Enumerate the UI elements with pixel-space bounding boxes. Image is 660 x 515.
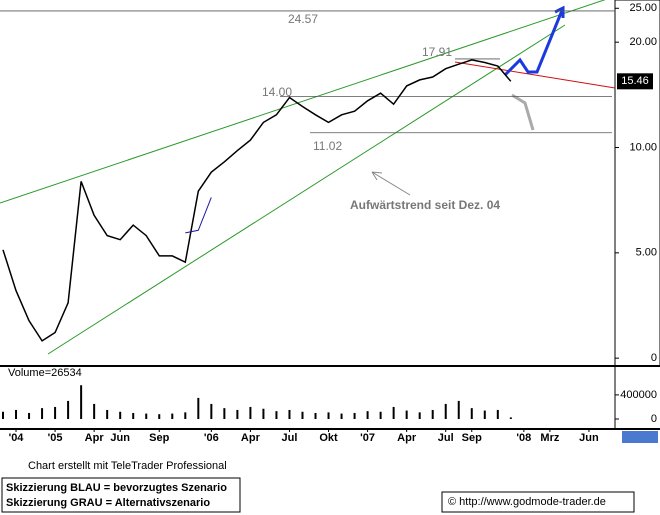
volume-bar bbox=[418, 412, 421, 419]
x-tick-label: '08 bbox=[516, 432, 531, 444]
volume-bar bbox=[457, 400, 460, 419]
volume-bar bbox=[301, 411, 304, 419]
volume-bar bbox=[249, 406, 252, 419]
volume-bar bbox=[353, 412, 356, 419]
volume-bar bbox=[119, 411, 122, 419]
annotation-arrow bbox=[371, 171, 411, 196]
source: © http://www.godmode-trader.de bbox=[448, 496, 606, 508]
legend-box bbox=[1, 477, 241, 513]
volume-tick-label: 400000 bbox=[620, 389, 657, 401]
channel-upper bbox=[0, 0, 606, 204]
volume-bar bbox=[132, 412, 135, 419]
level-label: 11.02 bbox=[313, 139, 342, 153]
volume-bar bbox=[509, 417, 512, 419]
volume-bar bbox=[80, 385, 83, 419]
y-tick-label: 10.00 bbox=[629, 141, 657, 153]
y-tick-label: 25.00 bbox=[629, 2, 657, 14]
x-tick-label: Apr bbox=[397, 432, 417, 444]
y-tick-label: 5.00 bbox=[636, 247, 657, 259]
level-label: 17.91 bbox=[422, 45, 452, 59]
y-tick-label: 0 bbox=[651, 352, 657, 364]
y-tick-label: 20.00 bbox=[629, 36, 657, 48]
volume-bar bbox=[54, 406, 57, 419]
volume-bar bbox=[262, 408, 265, 419]
x-tick-label: Jun bbox=[110, 432, 130, 444]
volume-bar bbox=[28, 412, 31, 419]
x-tick-label: '06 bbox=[204, 432, 219, 444]
volume-bar bbox=[392, 406, 395, 419]
volume-bar bbox=[405, 410, 408, 419]
volume-bar bbox=[496, 409, 499, 419]
volume-bar bbox=[210, 403, 213, 419]
volume-bar bbox=[444, 403, 447, 419]
legend-entry: Skizzierung GRAU = Alternativszenario bbox=[6, 497, 210, 509]
volume-bar bbox=[197, 397, 200, 419]
x-tick-label: '04 bbox=[9, 432, 25, 444]
channel-lower bbox=[47, 24, 566, 355]
level-label: 14.00 bbox=[262, 85, 292, 99]
resistance-line bbox=[454, 61, 616, 89]
x-tick-label: Jun bbox=[579, 432, 599, 444]
x-tick-label: Okt bbox=[319, 432, 338, 444]
x-tick-label: Jul bbox=[282, 432, 298, 444]
volume-bar bbox=[184, 412, 187, 419]
y-axis-panel bbox=[614, 0, 660, 367]
logo bbox=[622, 431, 658, 443]
scenario-gray bbox=[511, 93, 535, 131]
volume-tick-label: 0 bbox=[651, 413, 657, 425]
volume-bar bbox=[171, 413, 174, 419]
last-price-label: 15.46 bbox=[621, 75, 649, 87]
volume-bar bbox=[314, 412, 317, 419]
last-price-box bbox=[617, 73, 653, 90]
volume-bar bbox=[288, 409, 291, 419]
volume-bar bbox=[236, 409, 239, 419]
x-tick-label: Mrz bbox=[540, 432, 559, 444]
volume-label: Volume=26534 bbox=[8, 367, 82, 379]
volume-bar bbox=[41, 408, 44, 419]
volume-bar bbox=[93, 403, 96, 419]
price-line bbox=[2, 59, 512, 342]
volume-bar bbox=[67, 400, 70, 419]
x-tick-label: Apr bbox=[241, 432, 261, 444]
volume-bar bbox=[379, 411, 382, 419]
volume-bar bbox=[366, 411, 369, 419]
annotation: Aufwärtstrend seit Dez. 04 bbox=[350, 198, 500, 212]
x-tick-label: '05 bbox=[48, 432, 63, 444]
footer: Chart erstellt mit TeleTrader Profession… bbox=[28, 460, 227, 472]
volume-bar bbox=[483, 410, 486, 419]
volume-bar bbox=[431, 409, 434, 419]
volume-bar bbox=[158, 414, 161, 419]
level-label: 24.57 bbox=[288, 12, 318, 26]
volume-bar bbox=[223, 408, 226, 419]
volume-bar bbox=[275, 411, 278, 419]
volume-bar bbox=[106, 409, 109, 419]
x-tick-label: Apr bbox=[85, 432, 105, 444]
x-tick-label: '07 bbox=[360, 432, 375, 444]
x-tick-label: Sep bbox=[149, 432, 169, 444]
volume-bar bbox=[340, 413, 343, 419]
legend-entry: Skizzierung BLAU = bevorzugtes Szenario bbox=[6, 482, 227, 494]
volume-bar bbox=[15, 409, 18, 419]
volume-bar bbox=[2, 411, 4, 419]
volume-bar bbox=[145, 413, 148, 419]
volume-bar bbox=[470, 408, 473, 419]
x-tick-label: Jul bbox=[438, 432, 454, 444]
source-box bbox=[441, 491, 635, 513]
volume-bar bbox=[327, 412, 330, 419]
x-tick-label: Sep bbox=[462, 432, 482, 444]
